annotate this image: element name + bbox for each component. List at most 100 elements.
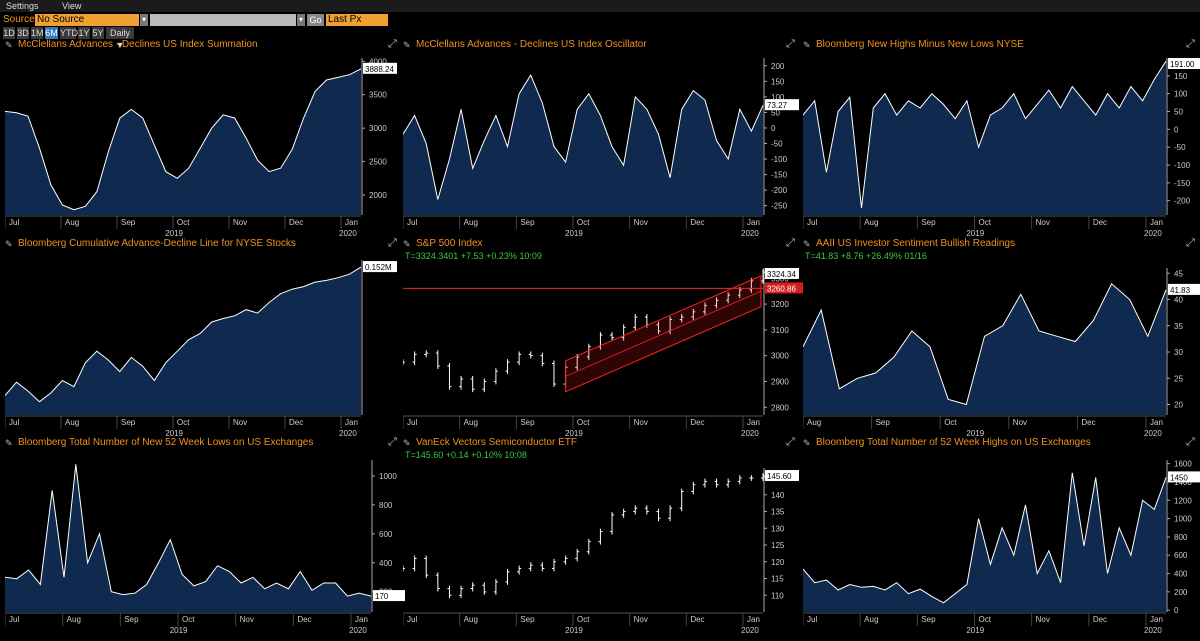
quote-line: T=41.83 +8.76 +26.49% 01/16 bbox=[805, 251, 927, 261]
series-line bbox=[803, 60, 1167, 208]
year-label: 2020 bbox=[1144, 429, 1162, 438]
period-button-ytd[interactable]: YTD bbox=[60, 27, 78, 39]
period-button-1m[interactable]: 1M bbox=[31, 27, 44, 39]
go-button[interactable]: Go bbox=[307, 14, 324, 26]
x-tick-label: Sep bbox=[520, 218, 535, 227]
expand-icon[interactable]: ⤢ bbox=[1186, 436, 1195, 448]
series-line bbox=[5, 68, 362, 211]
period-button-daily[interactable]: Daily ▼ bbox=[106, 27, 134, 50]
chart-title: Bloomberg Total Number of 52 Week Highs … bbox=[816, 437, 1091, 448]
edit-pencil-icon[interactable]: ✎ bbox=[803, 40, 811, 50]
x-tick-label: Oct bbox=[577, 218, 590, 227]
last-value-box bbox=[765, 470, 799, 482]
period-button-5y[interactable]: 5Y bbox=[92, 27, 104, 39]
x-tick-label: Oct bbox=[177, 418, 190, 427]
expand-icon[interactable]: ⤢ bbox=[1186, 237, 1195, 249]
chart-title: Bloomberg Cumulative Advance-Decline Lin… bbox=[18, 238, 296, 249]
x-tick-label: Jan bbox=[355, 615, 368, 624]
edit-pencil-icon[interactable]: ✎ bbox=[5, 438, 13, 448]
y-tick-label: 3500 bbox=[369, 91, 387, 100]
y-tick-label: 200 bbox=[1174, 588, 1188, 597]
expand-icon[interactable]: ⤢ bbox=[388, 237, 397, 249]
source-label: Source bbox=[3, 14, 35, 25]
x-tick-label: Oct bbox=[944, 418, 957, 427]
source-field[interactable]: No Source bbox=[35, 14, 139, 26]
y-tick-label: 25 bbox=[1174, 374, 1183, 383]
menu-bar: Settings View bbox=[0, 0, 1200, 12]
period-button-1d[interactable]: 1D bbox=[3, 27, 15, 39]
ticker-dropdown-icon[interactable]: ▾ bbox=[297, 14, 305, 26]
y-tick-label: 20 bbox=[1174, 401, 1183, 410]
y-tick-label: 35 bbox=[1174, 322, 1183, 331]
source-dropdown-icon[interactable]: ▾ bbox=[140, 14, 148, 26]
y-tick-label: -50 bbox=[1174, 143, 1186, 152]
y-tick-label: 100 bbox=[771, 93, 785, 102]
y-tick-label: 400 bbox=[1174, 570, 1188, 579]
y-tick-label: 50 bbox=[1174, 108, 1183, 117]
y-tick-label: 150 bbox=[771, 77, 785, 86]
chart-sp500: 2800290030003100320033003260.863324.34Ju… bbox=[403, 268, 803, 438]
x-tick-label: Jan bbox=[345, 418, 358, 427]
edit-pencil-icon[interactable]: ✎ bbox=[5, 239, 13, 249]
series-area bbox=[5, 68, 361, 215]
year-label: 2020 bbox=[741, 626, 759, 635]
year-label: 2019 bbox=[165, 229, 183, 238]
view-menu[interactable]: View bbox=[62, 1, 82, 11]
year-label: 2019 bbox=[966, 429, 984, 438]
year-label: 2019 bbox=[966, 626, 984, 635]
y-tick-label: 115 bbox=[771, 575, 784, 584]
x-tick-label: Dec bbox=[289, 418, 303, 427]
y-tick-label: 800 bbox=[1174, 533, 1188, 542]
x-tick-label: Dec bbox=[297, 615, 311, 624]
year-label: 2020 bbox=[741, 229, 759, 238]
ticker-input[interactable] bbox=[150, 14, 296, 26]
x-tick-label: Aug bbox=[65, 418, 79, 427]
series-line bbox=[403, 74, 764, 200]
x-tick-label: Sep bbox=[124, 615, 139, 624]
y-tick-label: 400 bbox=[379, 559, 393, 568]
x-tick-label: Nov bbox=[233, 218, 247, 227]
x-tick-label: Sep bbox=[121, 218, 136, 227]
y-tick-label: 3100 bbox=[771, 326, 789, 335]
period-button-6m[interactable]: 6M bbox=[45, 27, 58, 39]
edit-pencil-icon[interactable]: ✎ bbox=[803, 239, 811, 249]
expand-icon[interactable]: ⤢ bbox=[388, 38, 397, 50]
year-label: 2019 bbox=[966, 229, 984, 238]
x-tick-label: Jul bbox=[807, 218, 817, 227]
y-tick-label: 3000 bbox=[771, 352, 789, 361]
edit-pencil-icon[interactable]: ✎ bbox=[403, 239, 411, 249]
y-tick-label: 30 bbox=[1174, 348, 1183, 357]
chart-title: McClellans Advances - Declines US Index … bbox=[18, 39, 258, 50]
y-tick-label: -250 bbox=[771, 202, 788, 211]
edit-pencil-icon[interactable]: ✎ bbox=[803, 438, 811, 448]
x-tick-label: Dec bbox=[289, 218, 303, 227]
y-tick-label: 0 bbox=[1174, 125, 1179, 134]
y-tick-label: -100 bbox=[771, 155, 788, 164]
x-tick-label: Dec bbox=[1081, 418, 1095, 427]
settings-menu[interactable]: Settings bbox=[6, 1, 39, 11]
last-value-box bbox=[765, 268, 799, 279]
edit-pencil-icon[interactable]: ✎ bbox=[5, 40, 13, 50]
expand-icon[interactable]: ⤢ bbox=[786, 436, 795, 448]
field-selector[interactable]: Last Px bbox=[326, 14, 388, 26]
x-tick-label: Jul bbox=[407, 615, 417, 624]
expand-icon[interactable]: ⤢ bbox=[786, 237, 795, 249]
expand-icon[interactable]: ⤢ bbox=[388, 436, 397, 448]
x-tick-label: Dec bbox=[690, 218, 704, 227]
chart-new-52wk-highs: 0 200 400 600 800 1000 1200 1400 1600 1450 Jul Aug S… bbox=[803, 460, 1200, 635]
last-value-label: 0.152M bbox=[365, 263, 392, 272]
period-button-3d[interactable]: 3D bbox=[17, 27, 29, 39]
expand-icon[interactable]: ⤢ bbox=[1186, 38, 1195, 50]
y-tick-label: 4000 bbox=[369, 58, 387, 66]
edit-pencil-icon[interactable]: ✎ bbox=[403, 438, 411, 448]
y-tick-label: 200 bbox=[771, 62, 785, 71]
x-tick-label: Aug bbox=[464, 615, 478, 624]
edit-pencil-icon[interactable]: ✎ bbox=[403, 40, 411, 50]
period-button-1y[interactable]: 1Y bbox=[78, 27, 90, 39]
expand-icon[interactable]: ⤢ bbox=[786, 38, 795, 50]
x-tick-label: Jan bbox=[747, 615, 760, 624]
x-tick-label: Jul bbox=[807, 615, 817, 624]
y-tick-label: -50 bbox=[771, 139, 783, 148]
x-tick-label: Dec bbox=[690, 615, 704, 624]
last-value-label: 3888.24 bbox=[365, 65, 394, 74]
